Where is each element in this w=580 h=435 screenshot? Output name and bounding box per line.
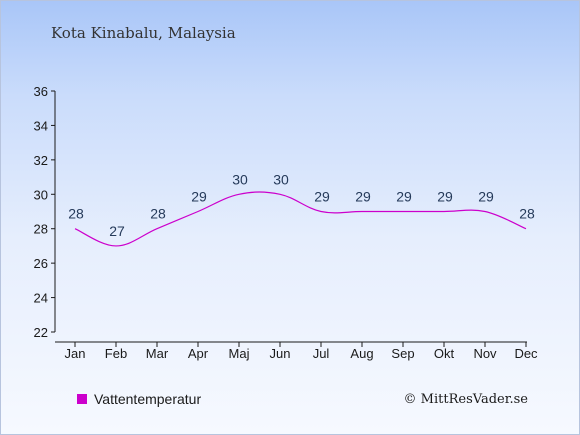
- x-tick-label: Jun: [270, 346, 291, 361]
- data-label: 29: [355, 189, 371, 205]
- x-tick-label: Jul: [313, 346, 330, 361]
- y-tick-label: 24: [34, 291, 48, 306]
- data-label: 29: [396, 189, 412, 205]
- credit-text: © MittResVader.se: [404, 392, 529, 407]
- y-tick-label: 30: [34, 187, 48, 202]
- data-label: 28: [519, 206, 535, 222]
- axes: [54, 91, 527, 343]
- x-tick-label: Aug: [350, 346, 373, 361]
- x-tick-label: Dec: [514, 346, 538, 361]
- y-tick-label: 36: [34, 84, 48, 99]
- x-tick-label: Mar: [146, 346, 169, 361]
- x-tick-label: Sep: [391, 346, 414, 361]
- data-label: 30: [273, 171, 289, 187]
- y-tick-label: 26: [34, 256, 48, 271]
- data-label: 30: [232, 171, 248, 187]
- x-tick-label: Nov: [473, 346, 497, 361]
- y-axis-ticks: 22 24 26 28 30 32 34 36: [34, 84, 55, 340]
- x-tick-label: Apr: [188, 346, 209, 361]
- data-label: 28: [68, 206, 84, 222]
- data-labels: 28 27 28 29 30 30 29 29 29 29 29 28: [68, 171, 535, 239]
- x-tick-label: Feb: [105, 346, 127, 361]
- y-tick-label: 34: [34, 118, 48, 133]
- x-tick-label: Jan: [65, 346, 86, 361]
- series-line: [74, 191, 527, 247]
- data-label: 28: [150, 206, 166, 222]
- data-label: 29: [437, 189, 453, 205]
- chart-title: Kota Kinabalu, Malaysia: [51, 24, 236, 42]
- data-label: 29: [314, 189, 330, 205]
- y-tick-label: 28: [34, 222, 48, 237]
- x-tick-label: Okt: [434, 346, 455, 361]
- x-tick-label: Maj: [229, 346, 250, 361]
- legend-label[interactable]: Vattentemperatur: [94, 391, 201, 407]
- data-label: 29: [191, 189, 207, 205]
- x-axis-ticks: Jan Feb Mar Apr Maj Jun Jul Aug Sep Okt Nov Dec: [65, 342, 538, 361]
- y-tick-label: 32: [34, 153, 48, 168]
- data-label: 29: [478, 189, 494, 205]
- legend-swatch[interactable]: [77, 394, 87, 404]
- data-label: 27: [109, 223, 125, 239]
- y-tick-label: 22: [34, 325, 48, 340]
